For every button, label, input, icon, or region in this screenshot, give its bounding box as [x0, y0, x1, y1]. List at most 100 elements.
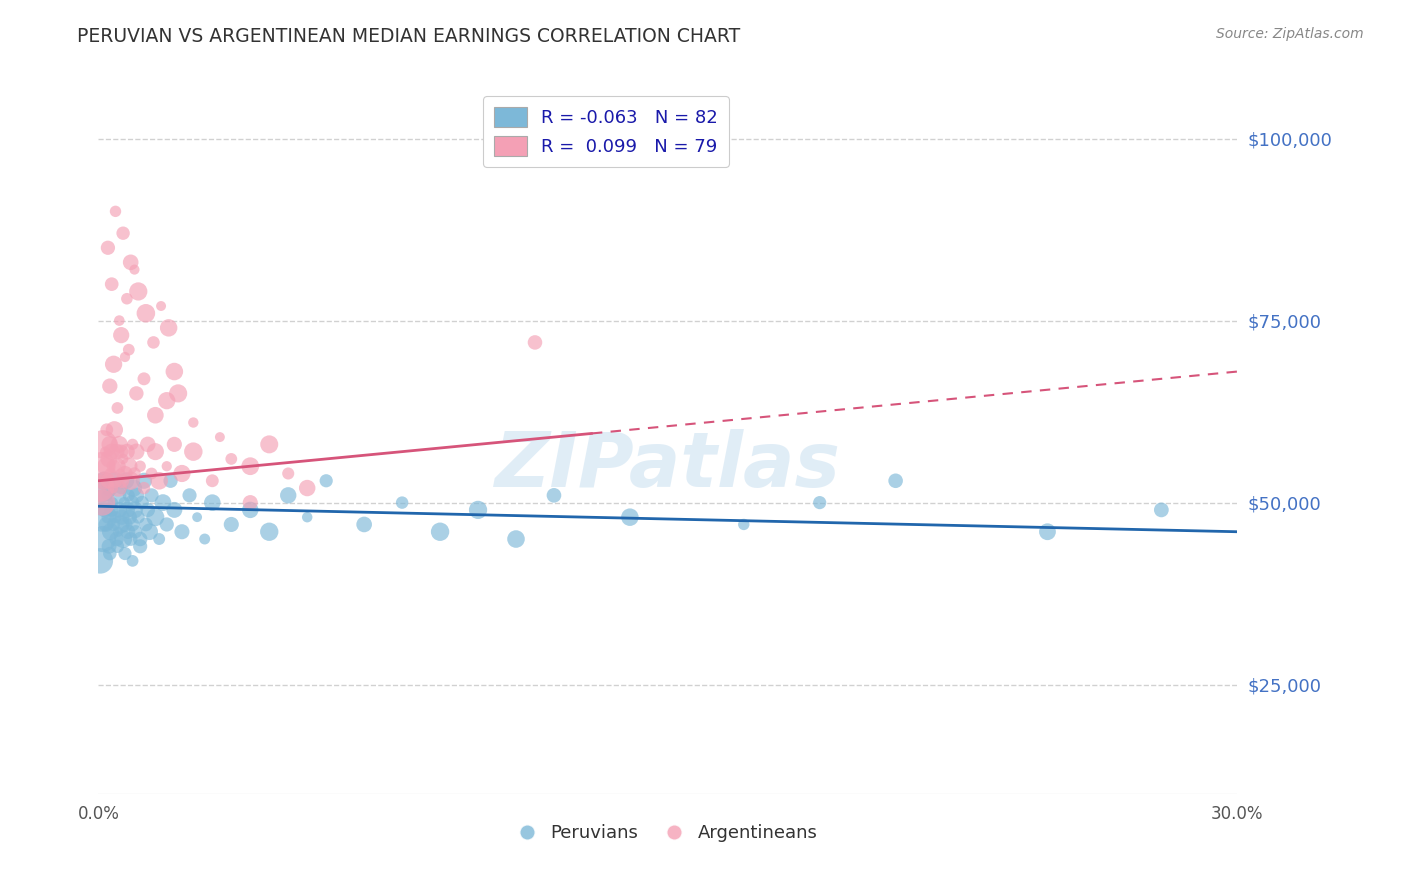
Point — [96, 488, 118, 502]
Point — [159, 474, 181, 488]
Point — [89, 554, 111, 568]
Point — [94, 444, 117, 458]
Point — [91, 495, 114, 509]
Point — [201, 495, 224, 509]
Point — [115, 503, 138, 517]
Point — [91, 532, 114, 546]
Point — [118, 343, 141, 357]
Point — [124, 262, 146, 277]
Point — [208, 430, 231, 444]
Point — [91, 510, 114, 524]
Point — [100, 467, 122, 481]
Point — [103, 517, 125, 532]
Point — [107, 488, 129, 502]
Point — [110, 328, 132, 343]
Point — [101, 481, 124, 495]
Point — [98, 437, 121, 451]
Point — [163, 437, 186, 451]
Point — [91, 437, 114, 451]
Point — [884, 474, 907, 488]
Point — [138, 524, 160, 539]
Point — [733, 517, 755, 532]
Point — [239, 503, 262, 517]
Point — [94, 459, 117, 474]
Point — [122, 481, 145, 495]
Point — [114, 467, 136, 481]
Point — [183, 444, 205, 458]
Point — [104, 474, 127, 488]
Point — [183, 416, 205, 430]
Point — [110, 517, 132, 532]
Point — [132, 372, 155, 386]
Point — [132, 474, 155, 488]
Point — [103, 459, 125, 474]
Point — [467, 503, 489, 517]
Point — [129, 532, 152, 546]
Point — [97, 241, 120, 255]
Point — [142, 335, 165, 350]
Point — [112, 532, 135, 546]
Point — [104, 204, 127, 219]
Point — [103, 357, 125, 371]
Point — [391, 495, 413, 509]
Point — [89, 495, 111, 509]
Point — [108, 503, 131, 517]
Text: PERUVIAN VS ARGENTINEAN MEDIAN EARNINGS CORRELATION CHART: PERUVIAN VS ARGENTINEAN MEDIAN EARNINGS … — [77, 27, 741, 45]
Point — [96, 423, 118, 437]
Point — [112, 495, 135, 509]
Point — [115, 292, 138, 306]
Point — [118, 488, 141, 502]
Point — [1036, 524, 1059, 539]
Point — [98, 451, 121, 466]
Point — [110, 467, 132, 481]
Point — [97, 510, 120, 524]
Point — [121, 495, 143, 509]
Point — [103, 474, 125, 488]
Point — [221, 517, 243, 532]
Point — [186, 510, 208, 524]
Point — [150, 299, 173, 313]
Point — [121, 554, 143, 568]
Point — [619, 510, 641, 524]
Point — [239, 459, 262, 474]
Point — [107, 524, 129, 539]
Point — [114, 517, 136, 532]
Point — [145, 510, 167, 524]
Point — [353, 517, 375, 532]
Point — [167, 386, 190, 401]
Point — [141, 467, 163, 481]
Point — [120, 255, 142, 269]
Point — [136, 437, 159, 451]
Legend: Peruvians, Argentineans: Peruvians, Argentineans — [510, 817, 825, 849]
Point — [135, 517, 157, 532]
Point — [97, 474, 120, 488]
Point — [1150, 503, 1173, 517]
Point — [170, 524, 193, 539]
Point — [505, 532, 527, 546]
Point — [156, 459, 179, 474]
Point — [100, 503, 122, 517]
Point — [148, 532, 170, 546]
Point — [118, 510, 141, 524]
Point — [110, 481, 132, 495]
Point — [114, 474, 136, 488]
Point — [429, 524, 451, 539]
Point — [121, 437, 143, 451]
Point — [135, 306, 157, 320]
Point — [163, 365, 186, 379]
Point — [107, 459, 129, 474]
Point — [141, 488, 163, 502]
Point — [157, 321, 180, 335]
Point — [124, 467, 146, 481]
Point — [100, 524, 122, 539]
Point — [129, 459, 152, 474]
Point — [90, 459, 112, 474]
Point — [239, 495, 262, 509]
Point — [297, 510, 319, 524]
Point — [101, 495, 124, 509]
Point — [152, 495, 174, 509]
Point — [108, 437, 131, 451]
Point — [114, 350, 136, 364]
Point — [112, 451, 135, 466]
Point — [125, 444, 148, 458]
